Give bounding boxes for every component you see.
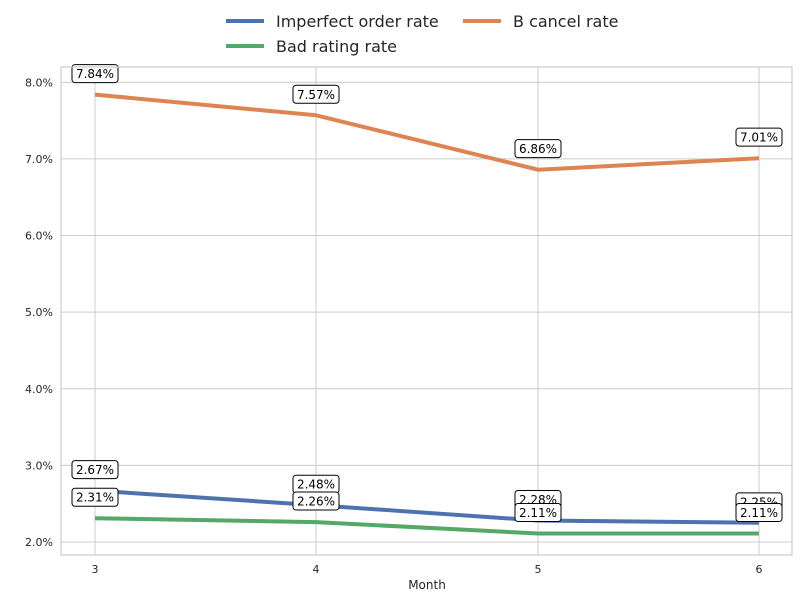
x-axis-ticks: 3 4 5 6 <box>92 563 763 576</box>
data-label: 6.86% <box>514 139 562 159</box>
legend-label: Bad rating rate <box>276 37 397 56</box>
data-label-text: 2.67% <box>76 463 114 477</box>
y-tick-label: 2.0% <box>25 536 53 549</box>
data-label: 2.11% <box>735 503 783 523</box>
data-label-text: 7.84% <box>76 67 114 81</box>
y-tick-label: 7.0% <box>25 153 53 166</box>
y-tick-label: 3.0% <box>25 459 53 472</box>
x-tick-label: 3 <box>92 563 99 576</box>
legend-entry: B cancel rate <box>463 12 618 31</box>
data-label: 7.57% <box>292 84 340 104</box>
plot-frame <box>60 66 793 556</box>
data-label-text: 2.11% <box>519 506 557 520</box>
data-label: 2.11% <box>514 503 562 523</box>
data-label: 2.26% <box>292 491 340 511</box>
series-line <box>94 92 760 172</box>
data-label: 2.31% <box>71 487 119 507</box>
data-label: 2.67% <box>71 460 119 480</box>
data-label-text: 7.57% <box>297 88 335 102</box>
y-axis-ticks: 2.0% 3.0% 4.0% 5.0% 6.0% 7.0% 8.0% <box>25 76 53 549</box>
x-axis-title: Month <box>408 578 446 592</box>
x-tick-label: 6 <box>756 563 763 576</box>
data-label-text: 6.86% <box>519 142 557 156</box>
legend-entry: Imperfect order rate <box>226 12 439 31</box>
data-label-box <box>514 139 562 159</box>
data-label-text: 2.48% <box>297 478 335 492</box>
y-tick-label: 8.0% <box>25 76 53 89</box>
y-tick-label: 5.0% <box>25 306 53 319</box>
data-labels: 2.67%2.48%2.28% 2.25%7.84%7.57%6.86%7.01%… <box>71 64 783 523</box>
data-label-text: 2.11% <box>740 506 778 520</box>
data-label-box <box>71 487 119 507</box>
data-label: 7.01% <box>735 127 783 147</box>
data-label: 2.48% <box>292 474 340 494</box>
x-tick-label: 5 <box>535 563 542 576</box>
legend: Imperfect order rate B cancel rate Bad rat… <box>226 12 618 56</box>
y-tick-label: 4.0% <box>25 383 53 396</box>
legend-label: Imperfect order rate <box>276 12 439 31</box>
data-label-box <box>292 491 340 511</box>
data-label-text: 2.31% <box>76 491 114 505</box>
grid <box>61 67 792 555</box>
data-label-box <box>292 84 340 104</box>
x-tick-label: 4 <box>313 563 320 576</box>
data-label-box <box>735 503 783 523</box>
data-label-box <box>71 64 119 84</box>
data-label-text: 7.01% <box>740 131 778 145</box>
series-line <box>94 488 760 525</box>
series-lines <box>94 92 760 536</box>
legend-label: B cancel rate <box>513 12 618 31</box>
data-label: 7.84% <box>71 64 119 84</box>
data-label-box <box>71 460 119 480</box>
legend-entry: Bad rating rate <box>226 37 397 56</box>
data-label-box <box>735 127 783 147</box>
data-label-box <box>514 503 562 523</box>
data-label-text: 2.26% <box>297 495 335 509</box>
series-line <box>94 516 759 536</box>
y-tick-label: 6.0% <box>25 230 53 243</box>
